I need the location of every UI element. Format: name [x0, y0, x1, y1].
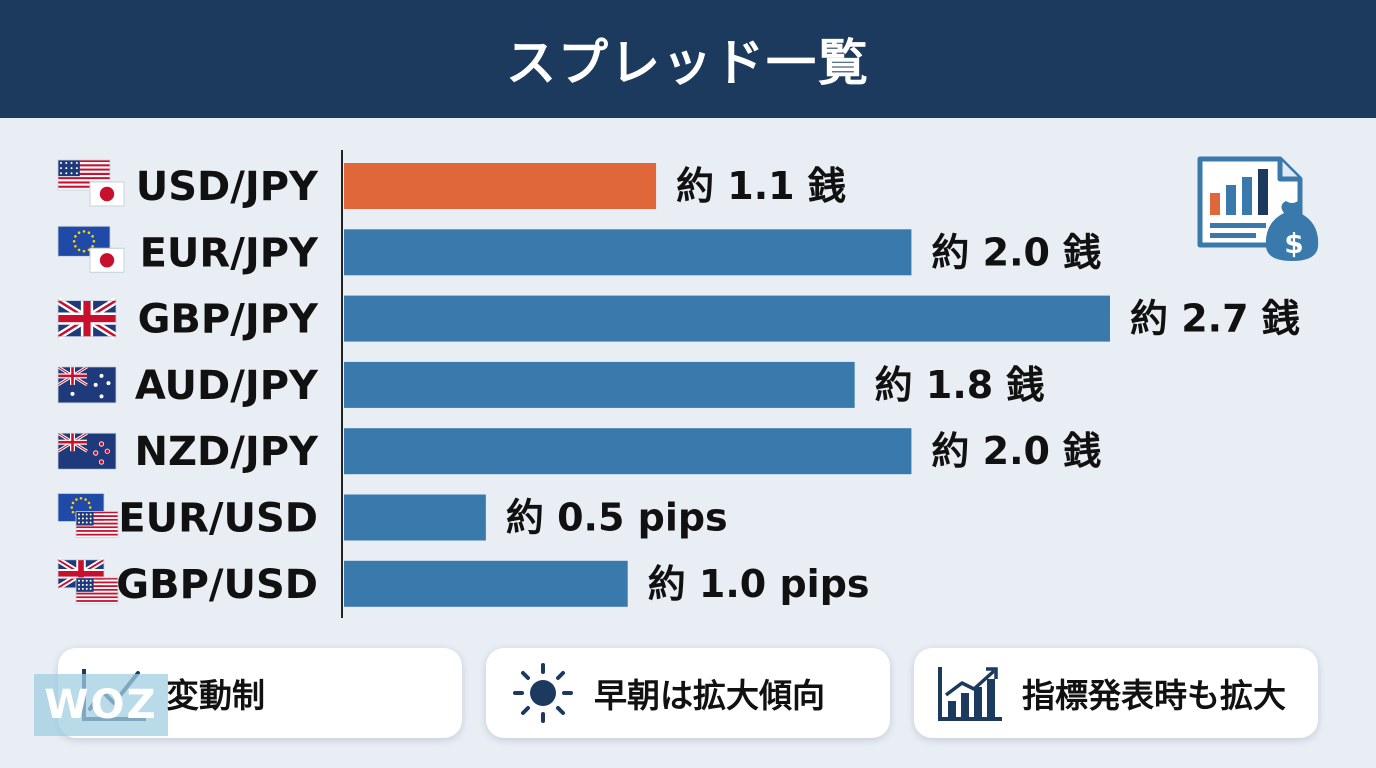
- value-labels: 約 1.1 銭約 2.0 銭約 2.7 銭約 1.8 銭約 2.0 銭約 0.5…: [506, 164, 1300, 606]
- flags-layer: [56, 159, 125, 605]
- feature-label: 早朝は拡大傾向: [594, 676, 825, 715]
- report-money-icon: $: [1197, 156, 1319, 261]
- jp-flag-icon: [89, 247, 125, 273]
- spread-bar-chart: USD/JPY EUR/JPY GBP/JPY AUD/JPY NZD/JPY EUR/U…: [56, 150, 1300, 618]
- bars-layer: [344, 163, 1110, 607]
- value-label: 約 2.7 銭: [1130, 297, 1300, 341]
- value-label: 約 1.0 pips: [648, 562, 870, 606]
- jp-flag-icon: [89, 181, 125, 207]
- category-label: EUR/USD: [118, 496, 318, 542]
- bar-gbp-jpy: [344, 295, 1110, 342]
- category-label: GBP/JPY: [138, 297, 319, 343]
- bar-eur-usd: [344, 494, 486, 541]
- nz-flag-icon: [57, 431, 117, 470]
- spread-chart: USD/JPY EUR/JPY GBP/JPY AUD/JPY NZD/JPY EUR/U…: [0, 118, 1376, 638]
- svg-text:$: $: [1284, 227, 1303, 260]
- feature-label: 指標発表時も拡大: [1022, 676, 1286, 715]
- feature-label: 変動制: [166, 676, 265, 715]
- us-flag-icon: [75, 511, 119, 538]
- category-labels: USD/JPY EUR/JPY GBP/JPY AUD/JPY NZD/JPY EUR/U…: [116, 164, 319, 608]
- category-label: NZD/JPY: [135, 429, 319, 475]
- gb-flag-icon: [56, 297, 118, 340]
- value-label: 約 1.8 銭: [875, 363, 1045, 407]
- woz-watermark: WOZ: [34, 674, 168, 736]
- bar-eur-jpy: [344, 229, 912, 276]
- value-label: 約 2.0 銭: [931, 230, 1101, 274]
- value-label: 約 1.1 銭: [676, 164, 846, 208]
- category-label: GBP/USD: [116, 562, 318, 608]
- feature-cards: 変動制 早朝は拡大傾向 指標発表時も: [0, 648, 1376, 740]
- bar-nzd-jpy: [344, 428, 912, 475]
- bar-aud-jpy: [344, 361, 855, 408]
- category-label: EUR/JPY: [140, 230, 319, 276]
- us-flag-icon: [57, 159, 111, 191]
- category-label: AUD/JPY: [135, 363, 319, 409]
- page-header: スプレッド一覧: [0, 0, 1376, 118]
- rising-bar-chart-icon: [938, 667, 1002, 721]
- value-label: 約 2.0 銭: [931, 429, 1101, 473]
- feature-card-indicator: 指標発表時も拡大: [914, 648, 1318, 738]
- watermark-text: WOZ: [44, 682, 158, 728]
- feature-card-early-morning: 早朝は拡大傾向: [486, 648, 890, 738]
- au-flag-icon: [57, 365, 117, 404]
- sun-icon: [513, 663, 573, 723]
- bar-usd-jpy: [344, 163, 657, 209]
- value-label: 約 0.5 pips: [506, 496, 728, 540]
- category-label: USD/JPY: [136, 164, 319, 210]
- page-title: スプレッド一覧: [506, 34, 870, 92]
- us-flag-icon: [75, 577, 119, 605]
- bar-gbp-usd: [344, 560, 628, 607]
